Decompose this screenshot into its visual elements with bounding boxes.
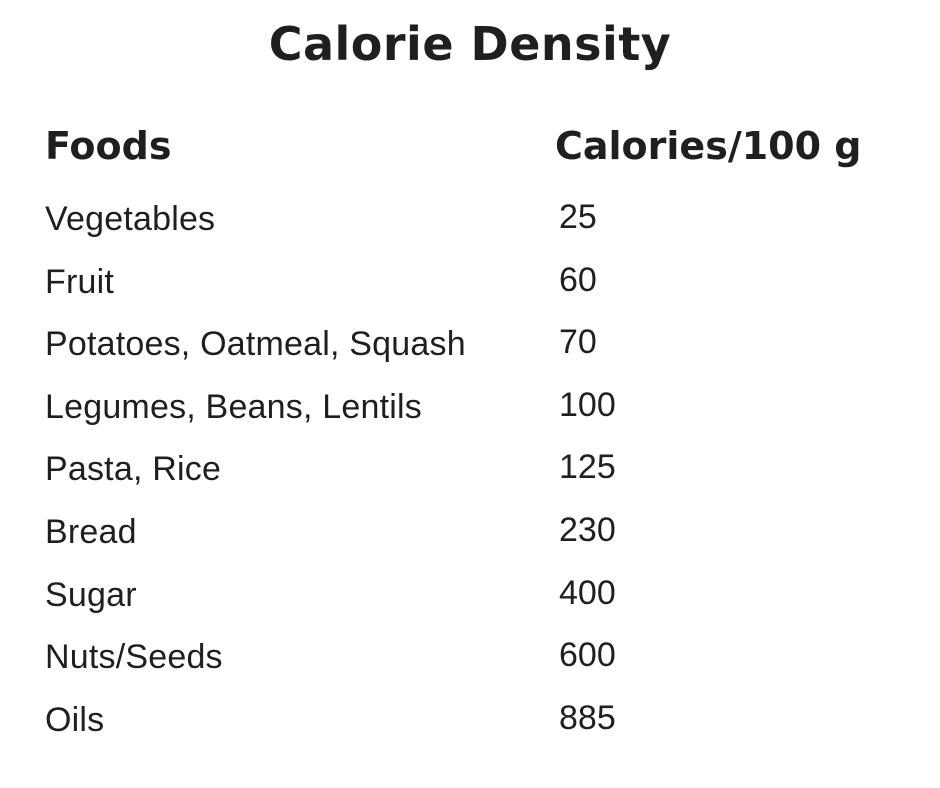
food-name-cell: Fruit <box>45 262 114 301</box>
food-name-cell: Nuts/Seeds <box>45 638 223 677</box>
calories-cell: 600 <box>559 636 616 675</box>
table-row: Potatoes, Oatmeal, Squash 70 <box>0 315 940 378</box>
column-header-foods: Foods <box>45 124 172 168</box>
food-name-cell: Vegetables <box>45 200 216 238</box>
table-row: Nuts/Seeds 600 <box>0 628 940 691</box>
calories-cell: 230 <box>559 510 616 549</box>
calories-cell: 400 <box>559 573 616 612</box>
table-row: Vegetables 25 <box>0 190 940 253</box>
calories-cell: 125 <box>559 448 616 487</box>
calories-cell: 885 <box>559 698 616 737</box>
calories-cell: 70 <box>559 323 597 362</box>
table-row: Pasta, Rice 125 <box>0 440 940 503</box>
food-name-cell: Potatoes, Oatmeal, Squash <box>45 325 466 364</box>
food-name-cell: Bread <box>45 512 137 551</box>
calories-cell: 60 <box>559 260 597 299</box>
food-name-cell: Sugar <box>45 575 137 614</box>
page-title: Calorie Density <box>268 17 672 71</box>
column-header-calories: Calories/100 g <box>555 124 862 168</box>
table-row: Oils 885 <box>0 691 940 754</box>
calories-cell: 25 <box>559 198 597 236</box>
table-row: Sugar 400 <box>0 566 940 629</box>
table-row: Bread 230 <box>0 503 940 566</box>
table-body: Vegetables 25 Fruit 60 Potatoes, Oatmeal, Sq… <box>0 190 940 753</box>
table-row: Legumes, Beans, Lentils 100 <box>0 378 940 441</box>
table-row: Fruit 60 <box>0 253 940 316</box>
food-name-cell: Pasta, Rice <box>45 450 222 489</box>
calories-cell: 100 <box>559 385 616 424</box>
food-name-cell: Oils <box>45 700 105 739</box>
food-name-cell: Legumes, Beans, Lentils <box>45 387 422 426</box>
